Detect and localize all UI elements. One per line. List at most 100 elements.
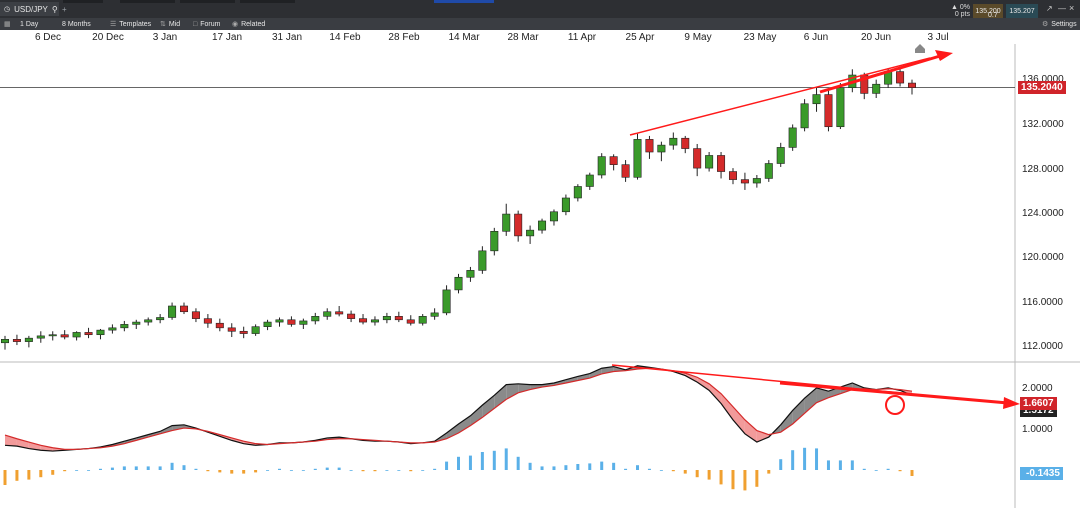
tab-usdjpy[interactable]: ◷ USD/JPY ⚲: [0, 2, 59, 16]
histogram-bar-positive: [516, 456, 520, 470]
histogram-bar-positive: [779, 459, 783, 470]
histogram-bar-positive: [134, 466, 138, 470]
templates-button[interactable]: ☰ Templates: [110, 18, 151, 30]
change-percent: 0%: [959, 4, 970, 11]
price-axis-label: 116.0000: [1022, 297, 1063, 308]
bull-candle: [311, 316, 320, 322]
bear-candle: [215, 322, 224, 329]
symbol-label: USD/JPY: [14, 4, 48, 14]
interval-label: 1 Day: [20, 20, 39, 28]
bear-candle: [645, 139, 654, 153]
bull-candle: [156, 317, 165, 321]
histogram-bar-negative: [743, 470, 747, 491]
price-type-button[interactable]: ⇅ Mid: [160, 18, 180, 30]
histogram-bar-negative: [3, 470, 7, 485]
histogram-bar-positive: [874, 470, 878, 471]
price-grid: [0, 44, 1080, 508]
search-icon[interactable]: ⚲: [51, 4, 58, 14]
expand-icon[interactable]: ↗: [1046, 4, 1053, 13]
bull-candle: [657, 144, 666, 153]
macd-fill-above: [172, 424, 185, 431]
price-type-label: Mid: [168, 20, 181, 28]
macd-fill-below: [744, 419, 757, 443]
interval-select[interactable]: 1 Day: [20, 18, 38, 30]
date-tick: 20 Dec: [92, 32, 124, 43]
macd-fill-below: [40, 445, 53, 452]
range-select[interactable]: 8 Months: [62, 18, 91, 30]
macd-fill-above: [482, 395, 495, 418]
bull-candle: [24, 337, 33, 342]
inactive-tab[interactable]: [240, 0, 295, 3]
macd-fill-above: [804, 387, 817, 414]
forum-button[interactable]: □ Forum: [193, 18, 220, 30]
histogram-bar-positive: [612, 462, 616, 470]
price-chart[interactable]: [0, 44, 1080, 508]
triangle-up-icon: ▲: [950, 4, 958, 11]
histogram-bar-negative: [51, 470, 55, 475]
date-tick: 9 May: [684, 32, 712, 43]
histogram-bar-negative: [242, 470, 246, 474]
bull-candle: [788, 127, 797, 148]
bull-candle: [144, 319, 153, 323]
macd-fill-below: [697, 377, 710, 391]
bear-candle: [180, 305, 189, 313]
bid-button[interactable]: 135.200: [973, 4, 1003, 18]
histogram-bar-positive: [433, 468, 437, 470]
bull-candle: [633, 139, 642, 178]
divergence-circle: [885, 395, 905, 415]
macd-fill-above: [565, 376, 578, 383]
date-tick: 23 May: [743, 32, 777, 43]
inactive-tab[interactable]: [434, 0, 494, 3]
bear-candle: [728, 171, 737, 180]
add-tab-button[interactable]: +: [58, 2, 72, 16]
macd-panel: [3, 365, 914, 491]
bull-candle: [776, 147, 785, 164]
close-icon[interactable]: ×: [1069, 3, 1075, 13]
date-tick: 11 Apr: [567, 32, 597, 43]
bull-candle: [669, 137, 678, 146]
grid-icon[interactable]: ▦: [4, 21, 11, 28]
macd-line: [4, 365, 913, 452]
histogram-bar-positive: [862, 468, 866, 470]
bull-candle: [120, 324, 129, 329]
settings-button[interactable]: ⚙ Settings: [1042, 18, 1077, 30]
bull-candle: [48, 334, 57, 337]
macd-fill-below: [709, 383, 722, 404]
histogram-bar-negative: [683, 470, 687, 474]
histogram-bar-negative: [361, 470, 365, 472]
range-label: 8 Months: [62, 20, 91, 28]
date-tick: 20 Jun: [860, 32, 892, 43]
histogram-bar-positive: [815, 448, 819, 470]
ask-price: 135.207: [1009, 7, 1035, 15]
date-tick: 14 Feb: [329, 32, 361, 43]
macd-fill-above: [530, 384, 543, 390]
inactive-tab[interactable]: [120, 0, 175, 3]
bear-candle: [227, 327, 236, 332]
histogram-bar-positive: [445, 461, 449, 470]
minimize-icon[interactable]: —: [1058, 4, 1066, 13]
bull-candle: [251, 326, 260, 334]
histogram-bar-positive: [528, 462, 532, 470]
bull-candle: [478, 250, 487, 271]
bull-candle: [526, 229, 535, 237]
bear-candle: [12, 339, 21, 342]
bear-candle: [406, 319, 415, 324]
bear-candle: [740, 179, 749, 184]
histogram-bar-positive: [421, 470, 425, 471]
annotations: [611, 44, 1020, 415]
inactive-tab[interactable]: [63, 0, 103, 3]
macd-arrowhead: [1003, 397, 1020, 409]
macd-fill-below: [16, 438, 29, 449]
macd-fill-below: [756, 430, 769, 443]
ask-button[interactable]: 135.207: [1006, 4, 1038, 18]
macd-fill-above: [577, 373, 590, 381]
current-price-tag: 135.2040: [1018, 81, 1066, 94]
bull-candle: [430, 312, 439, 317]
histogram-bar-positive: [624, 468, 628, 470]
related-button[interactable]: ◉ Related: [232, 18, 265, 30]
bear-candle: [908, 82, 916, 88]
bear-candle: [621, 164, 630, 178]
histogram-bar-negative: [254, 470, 258, 473]
inactive-tab[interactable]: [180, 0, 235, 3]
histogram-bar-positive: [110, 467, 114, 470]
